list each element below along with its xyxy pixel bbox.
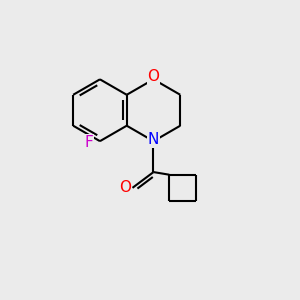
Text: O: O — [119, 180, 131, 195]
Text: O: O — [148, 70, 160, 85]
Text: F: F — [84, 135, 93, 150]
Text: N: N — [148, 132, 159, 147]
